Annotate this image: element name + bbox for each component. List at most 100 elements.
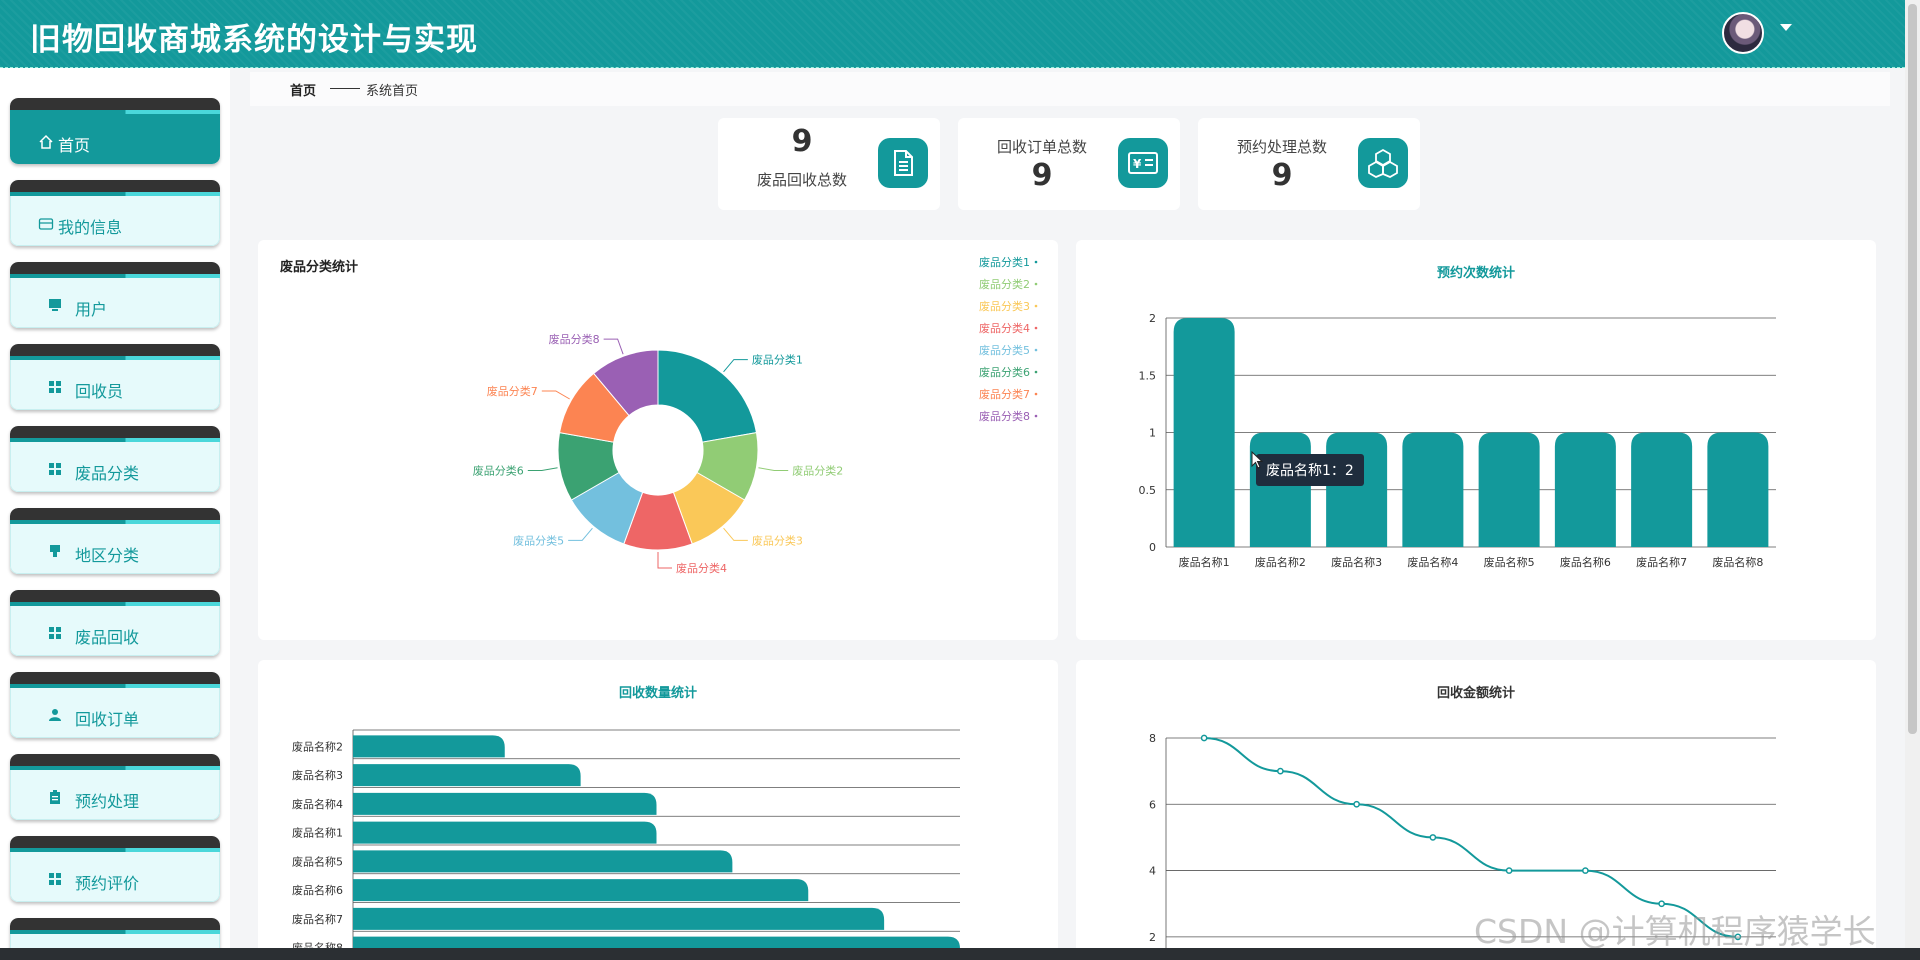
legend-marker xyxy=(1034,348,1038,352)
bar xyxy=(353,879,809,902)
pie-label: 废品分类2 xyxy=(792,463,843,477)
bar xyxy=(1631,432,1693,547)
y-tick-label: 8 xyxy=(1149,732,1156,745)
grid-icon xyxy=(49,873,61,885)
x-tick-label: 废品名称7 xyxy=(1636,555,1687,569)
svg-text:¥: ¥ xyxy=(1133,157,1142,171)
sidebar-item-label: 用户 xyxy=(75,300,108,319)
sidebar-item-label: 地区分类 xyxy=(75,546,140,565)
sidebar-item-label: 我的信息 xyxy=(58,218,123,237)
user-avatar[interactable] xyxy=(1722,12,1764,54)
x-tick-label: 废品名称3 xyxy=(1331,555,1382,569)
chart-tooltip: 废品名称1：2 xyxy=(1256,454,1364,486)
sidebar-item-booking-review[interactable]: 预约评价 xyxy=(10,836,220,902)
x-tick-label: 废品名称1 xyxy=(1179,555,1230,569)
legend-marker xyxy=(1034,392,1038,396)
clipboard-icon xyxy=(50,790,60,804)
bar xyxy=(353,764,581,787)
line-point xyxy=(1200,734,1208,742)
breadcrumb: 首页 系统首页 xyxy=(250,72,1890,106)
legend-marker xyxy=(1034,370,1038,374)
pie-label: 废品分类8 xyxy=(549,332,600,346)
legend-marker xyxy=(1034,414,1038,418)
line-point xyxy=(1505,867,1513,874)
y-tick-label: 0.5 xyxy=(1139,484,1157,497)
sidebar-item-waste-recycle[interactable]: 废品回收 xyxy=(10,590,220,656)
chevron-down-icon[interactable] xyxy=(1780,24,1792,31)
bar xyxy=(1554,432,1616,547)
stat-label: 回收订单总数 xyxy=(996,138,1087,156)
y-tick-label: 废品名称2 xyxy=(292,739,343,753)
bar-chart: 0 0.5 1 1.5 2 废品名称1 废品名称2 废品名称3 废品名称4 废品名称5 废品名称6 废… xyxy=(1139,312,1776,569)
bar xyxy=(353,735,505,758)
chart-title: 预约次数统计 xyxy=(1436,266,1515,281)
sidebar-item-my-info[interactable]: 我的信息 xyxy=(10,180,220,246)
chart-title: 废品分类统计 xyxy=(280,260,359,275)
legend-marker xyxy=(1034,304,1038,308)
brush-icon xyxy=(50,545,60,557)
document-icon xyxy=(878,138,928,188)
y-tick-label: 2 xyxy=(1149,931,1156,944)
bar xyxy=(353,850,733,873)
sidebar-item-home[interactable]: 首页 xyxy=(10,98,220,164)
sidebar-item-booking-handle[interactable]: 预约处理 xyxy=(10,754,220,820)
pie-label-line xyxy=(527,467,558,471)
pie-label: 废品分类7 xyxy=(487,384,538,398)
legend-marker xyxy=(1034,260,1038,264)
sidebar-item-label: 预约处理 xyxy=(75,792,140,811)
page-scrollbar[interactable] xyxy=(1905,0,1920,960)
line-point xyxy=(1734,933,1742,941)
sidebar-item-region-category[interactable]: 地区分类 xyxy=(10,508,220,574)
y-tick-label: 废品名称6 xyxy=(292,883,343,897)
grid-icon xyxy=(49,627,61,639)
y-tick-label: 废品名称5 xyxy=(292,854,343,868)
bar xyxy=(1402,432,1464,547)
line-point xyxy=(1277,767,1284,775)
legend-item: 废品分类7 xyxy=(979,387,1030,401)
bar xyxy=(353,907,885,930)
chart-title: 回收金额统计 xyxy=(1436,686,1515,701)
scrollbar-thumb[interactable] xyxy=(1908,4,1917,734)
pie-label: 废品分类6 xyxy=(473,463,524,477)
sidebar-item-label: 回收订单 xyxy=(75,710,140,729)
panel-booking-count-chart: 预约次数统计 0 0.5 1 1.5 2 废品名称1 废品名称2 废品名称3 废品名称4 废品名称… xyxy=(1076,240,1876,640)
cubes-icon xyxy=(1358,138,1408,188)
panel-waste-category-chart: 废品分类统计 废品分类1 废品分类2 废品分类3 废品分类4 废品分类5 废品分类6 废品分… xyxy=(258,240,1058,640)
breadcrumb-home[interactable]: 首页 xyxy=(290,84,317,99)
y-tick-label: 2 xyxy=(1149,312,1156,325)
y-tick-label: 废品名称3 xyxy=(292,768,343,782)
pie-label-line xyxy=(723,359,748,373)
y-tick-label: 1.5 xyxy=(1139,369,1157,382)
pie-label-line xyxy=(758,467,789,471)
pie-slice xyxy=(593,349,659,417)
stat-label: 预约处理总数 xyxy=(1236,138,1327,156)
stat-card-booking-total: 预约处理总数 9 xyxy=(1198,118,1420,210)
line-point xyxy=(1429,834,1437,841)
bar xyxy=(1478,432,1540,547)
line-chart: 2 4 6 8 xyxy=(1149,732,1776,960)
pie-label-line xyxy=(541,390,570,400)
legend-marker xyxy=(1034,326,1038,330)
sidebar-item-recycle-order[interactable]: 回收订单 xyxy=(10,672,220,738)
home-icon xyxy=(39,134,53,149)
pie-chart: 废品分类1 废品分类2 废品分类3 废品分类4 废品分类5 废品分类6 废品分类7 废品分类8… xyxy=(473,255,1038,575)
bar xyxy=(1326,432,1388,547)
sidebar-item-label: 预约评价 xyxy=(75,874,140,893)
sidebar-item-user[interactable]: 用户 xyxy=(10,262,220,328)
pie-label: 废品分类3 xyxy=(752,533,803,547)
grid-icon xyxy=(49,381,61,393)
sidebar-item-recycler[interactable]: 回收员 xyxy=(10,344,220,410)
sidebar-item-waste-category[interactable]: 废品分类 xyxy=(10,426,220,492)
card-icon xyxy=(38,218,54,230)
grid-icon xyxy=(49,463,61,475)
stat-value: 9 xyxy=(791,124,813,159)
y-tick-label: 废品名称4 xyxy=(292,797,343,811)
bar xyxy=(1707,432,1769,547)
pie-label-line xyxy=(723,527,748,541)
legend-item: 废品分类3 xyxy=(979,299,1030,313)
pie-label: 废品分类1 xyxy=(752,353,803,367)
stat-card-order-total: 回收订单总数 9 ¥ xyxy=(958,118,1180,210)
sidebar-item-label: 废品分类 xyxy=(75,464,140,483)
watermark: CSDN @计算机程序猿学长 xyxy=(1474,912,1876,951)
y-tick-label: 6 xyxy=(1149,798,1156,811)
